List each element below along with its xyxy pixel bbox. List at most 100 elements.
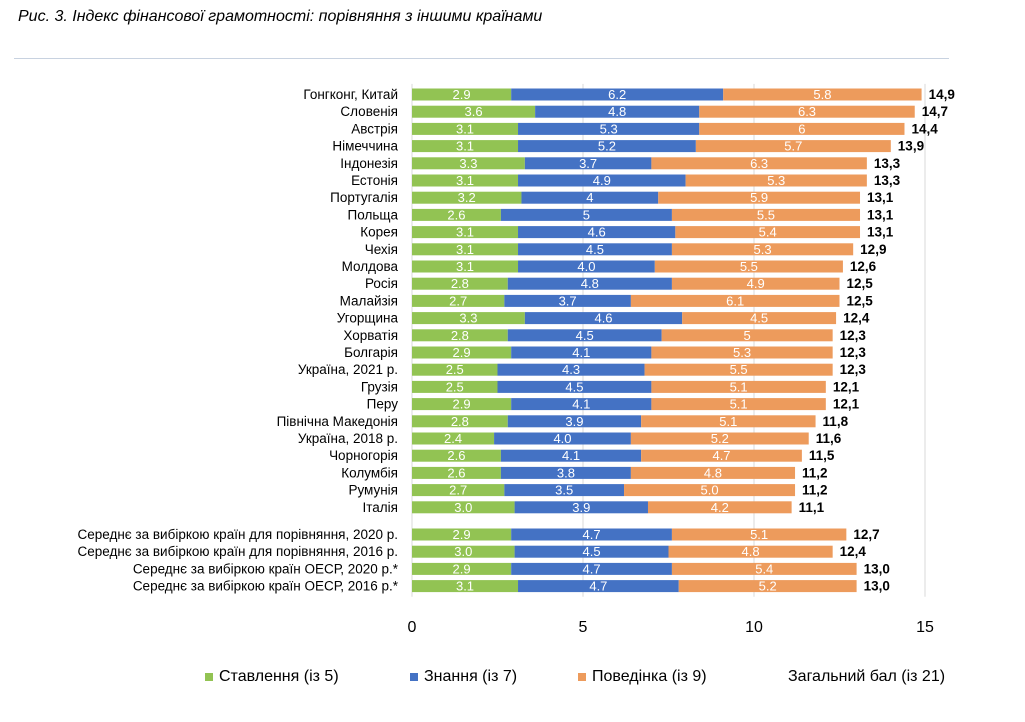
bar-segment-stavlennia: [412, 363, 498, 376]
bar-segment-stavlennia: [412, 329, 508, 342]
bar-segment-stavlennia: [412, 484, 505, 497]
data-label: 3.1: [456, 173, 474, 188]
bar-segment-stavlennia: [412, 528, 512, 541]
x-tick-label: 15: [916, 619, 934, 636]
bar-segment-znannia: [497, 363, 645, 376]
data-label: 4.6: [588, 225, 606, 240]
legend-swatch-znannia: [410, 673, 418, 681]
total-label: 12,6: [850, 259, 877, 274]
bar-segment-povedinka: [658, 191, 861, 204]
data-label: 3.1: [456, 242, 474, 257]
total-labels: 14,9 14,7 14,4 13,9 13,3 13,3 13,1 13,1 13,1 12,9…: [799, 87, 955, 594]
category-label: Грузія: [361, 379, 398, 394]
category-label: Молдова: [342, 259, 399, 274]
bar-segment-stavlennia: [412, 580, 519, 593]
data-label: 5.5: [730, 362, 748, 377]
data-label: 5.5: [740, 259, 758, 274]
bar-segment-znannia: [518, 226, 676, 239]
category-label: Італія: [363, 500, 398, 515]
category-label: Україна, 2021 р.: [298, 362, 398, 377]
data-label: 4.1: [562, 448, 580, 463]
total-label: 12,7: [853, 527, 879, 542]
data-label: 6.3: [750, 156, 768, 171]
category-label: Німеччина: [332, 139, 398, 154]
category-label: Чехія: [365, 242, 398, 257]
bar-segment-stavlennia: [412, 294, 505, 307]
data-label: 4.6: [594, 311, 612, 326]
category-label: Болгарія: [344, 345, 398, 360]
total-label: 11,8: [823, 414, 849, 429]
bar-segment-znannia: [504, 294, 631, 307]
category-label: Перу: [367, 397, 399, 412]
data-label: 2.6: [447, 448, 465, 463]
total-label: 11,5: [809, 448, 835, 463]
data-label: 2.9: [453, 397, 471, 412]
category-label: Середнє за вибіркою країн ОЕСР, 2016 р.*: [133, 579, 399, 594]
total-label: 13,1: [867, 225, 894, 240]
category-label: Малайзія: [340, 293, 398, 308]
category-label: Середнє за вибіркою країн для порівняння…: [77, 544, 398, 559]
data-label: 3.8: [557, 465, 575, 480]
bar-segment-povedinka: [671, 243, 854, 256]
data-label: 5.3: [767, 173, 785, 188]
legend-label-stavlennia: Ставлення (із 5): [219, 668, 339, 685]
bar-segment-stavlennia: [412, 432, 495, 445]
data-label: 2.8: [451, 328, 469, 343]
bar-segment-znannia: [507, 415, 642, 428]
data-label: 4.7: [712, 448, 730, 463]
bar-segment-stavlennia: [412, 105, 536, 118]
data-label: 3.7: [579, 156, 597, 171]
title-divider: [14, 58, 949, 59]
data-label: 6.1: [726, 293, 744, 308]
bar-segment-znannia: [497, 380, 652, 393]
bar-segment-stavlennia: [412, 277, 508, 290]
legend-item-povedinka: Поведінка (із 9): [578, 668, 707, 686]
bar-segment-znannia: [535, 105, 700, 118]
bar-segment-stavlennia: [412, 260, 519, 273]
bar-segment-znannia: [524, 157, 652, 170]
bar-segment-povedinka: [651, 157, 867, 170]
total-label: 13,3: [874, 173, 901, 188]
bar-segment-povedinka: [671, 277, 840, 290]
bar-segment-povedinka: [630, 294, 840, 307]
bar-segment-stavlennia: [412, 466, 501, 479]
category-label: Португалія: [330, 190, 398, 205]
bar-segment-znannia: [518, 174, 686, 187]
data-label: 2.7: [449, 293, 467, 308]
data-label: 2.7: [449, 483, 467, 498]
data-label: 4.5: [583, 544, 601, 559]
bar-segment-stavlennia: [412, 562, 512, 575]
bar-segment-povedinka: [651, 380, 826, 393]
total-label: 12,3: [840, 328, 867, 343]
bar-segment-znannia: [518, 122, 700, 135]
data-label: 4.1: [572, 397, 590, 412]
bar-segment-povedinka: [685, 174, 867, 187]
data-label: 5.1: [730, 379, 748, 394]
data-label: 4.5: [565, 379, 583, 394]
bar-segment-znannia: [494, 432, 631, 445]
data-label: 3.1: [456, 579, 474, 594]
bar-segment-povedinka: [699, 122, 905, 135]
data-label: 5.0: [701, 483, 719, 498]
bar-segment-stavlennia: [412, 312, 525, 325]
data-label: 3.7: [559, 293, 577, 308]
total-label: 14,4: [911, 121, 938, 136]
total-label: 12,5: [847, 293, 874, 308]
bar-segment-stavlennia: [412, 380, 498, 393]
bar-segment-znannia: [524, 312, 683, 325]
data-label: 3.1: [456, 225, 474, 240]
bar-segment-povedinka: [630, 466, 796, 479]
data-label: 4: [586, 190, 593, 205]
category-label: Чорногорія: [329, 448, 398, 463]
bar-segment-znannia: [521, 191, 659, 204]
data-label: 5.3: [600, 121, 618, 136]
data-label: 4.2: [711, 500, 729, 515]
bar-segment-povedinka: [671, 528, 847, 541]
data-label: 5.7: [784, 139, 802, 154]
data-label: 4.9: [593, 173, 611, 188]
data-label: 5.8: [813, 87, 831, 102]
category-label: Корея: [360, 225, 398, 240]
total-label: 11,6: [816, 431, 842, 446]
data-label: 3.3: [459, 156, 477, 171]
bar-segment-stavlennia: [412, 346, 512, 359]
